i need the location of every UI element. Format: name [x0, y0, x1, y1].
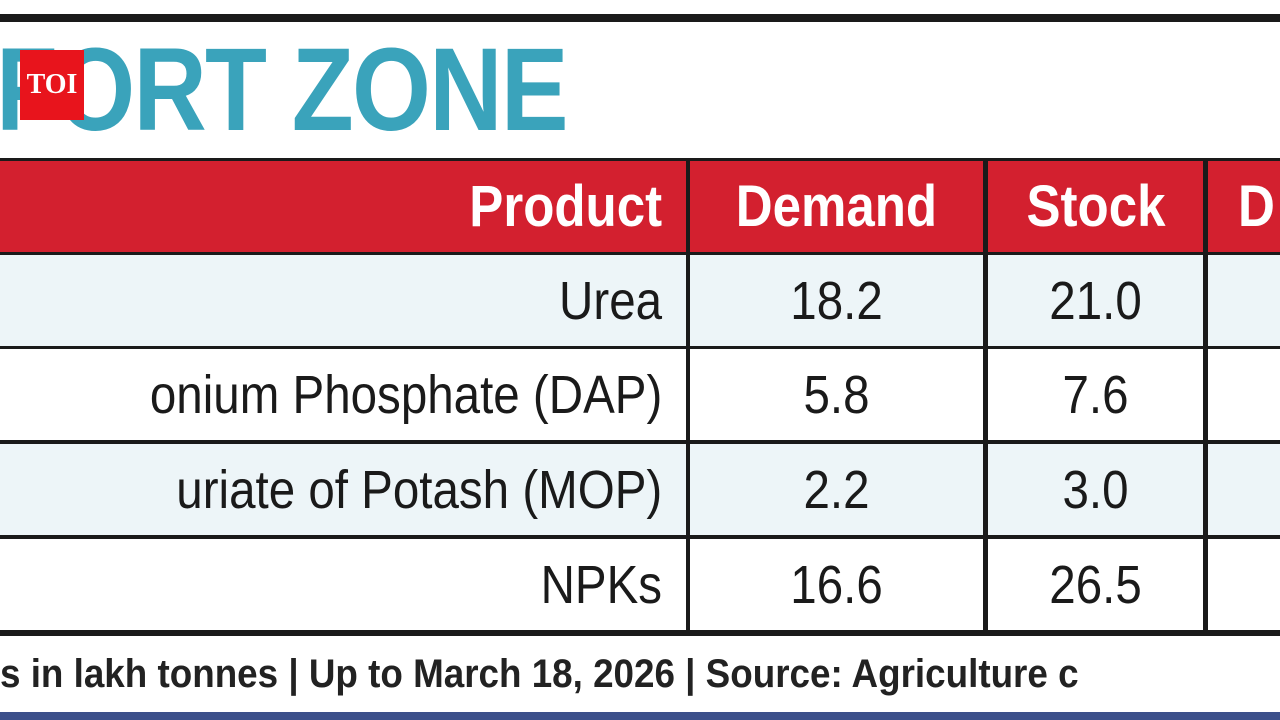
table-cell: [1208, 349, 1280, 440]
table-cell: 26.5: [988, 539, 1203, 630]
cell-text: 2.2: [803, 459, 870, 520]
table-cell: 3.0: [988, 444, 1203, 535]
table-cell: onium Phosphate (DAP): [0, 349, 686, 440]
logo: TOI: [20, 50, 84, 120]
cell-text: Demand: [735, 174, 938, 239]
header-cell: Product: [0, 161, 686, 252]
table-cell: 2.2: [690, 444, 983, 535]
table-cell: [1208, 255, 1280, 346]
footer: s in lakh tonnes | Up to March 18, 2026 …: [0, 652, 1079, 696]
table-cell: Urea: [0, 255, 686, 346]
cell-text: uriate of Potash (MOP): [176, 459, 662, 520]
title: FORT ZONE: [0, 24, 569, 156]
table-cell: [1208, 539, 1280, 630]
table-cell: NPKs: [0, 539, 686, 630]
cell-text: 3.0: [1062, 459, 1129, 520]
cell-text: 5.8: [803, 364, 870, 425]
cell-text: Urea: [558, 270, 662, 331]
table-cell: 7.6: [988, 349, 1203, 440]
cell-text: 16.6: [790, 554, 883, 615]
table-cell: [1208, 444, 1280, 535]
cell-text: NPKs: [540, 554, 662, 615]
cell-text: onium Phosphate (DAP): [149, 364, 662, 425]
table-cell: uriate of Potash (MOP): [0, 444, 686, 535]
rule: [0, 712, 1280, 720]
header-cell: Demand: [690, 161, 983, 252]
table-cell: 16.6: [690, 539, 983, 630]
cell-text: 26.5: [1049, 554, 1142, 615]
rule: [0, 14, 1280, 22]
cell-text: 7.6: [1062, 364, 1129, 425]
cell-text: 21.0: [1049, 270, 1142, 331]
cell-text: 18.2: [790, 270, 883, 331]
table-cell: 21.0: [988, 255, 1203, 346]
cell-text: Stock: [1025, 174, 1165, 239]
table-cell: 18.2: [690, 255, 983, 346]
cell-text: D: [1238, 174, 1275, 239]
cell-text: Product: [469, 174, 662, 239]
header-cell: Stock: [988, 161, 1203, 252]
table: Product Demand Stock D Urea 18.2 21.0 onium Pho…: [0, 158, 1280, 636]
header-cell: D: [1208, 161, 1280, 252]
table-cell: 5.8: [690, 349, 983, 440]
